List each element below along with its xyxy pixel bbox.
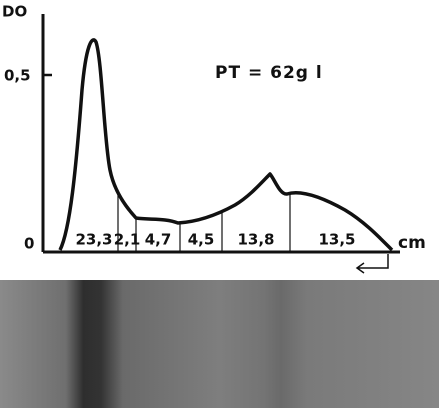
figure: DO 0,5 0 cm PT = 62g l 23,3 2,1 4,7 4,5 … [0, 0, 439, 408]
fraction-label: 13,8 [237, 231, 274, 249]
fraction-label: 4,5 [188, 231, 215, 249]
arrow [357, 254, 388, 273]
y-tick-label: 0 [24, 235, 34, 253]
x-axis-label: cm [398, 233, 426, 253]
y-axis-label: DO [2, 3, 27, 21]
fraction-label: 2,1 [114, 231, 141, 249]
fraction-label: 23,3 [75, 231, 112, 249]
fraction-label: 4,7 [145, 231, 172, 249]
fraction-label: 13,5 [318, 231, 355, 249]
y-tick-label: 0,5 [4, 67, 31, 85]
annotation: PT = 62g l [215, 63, 323, 83]
gel-strip [0, 280, 439, 408]
